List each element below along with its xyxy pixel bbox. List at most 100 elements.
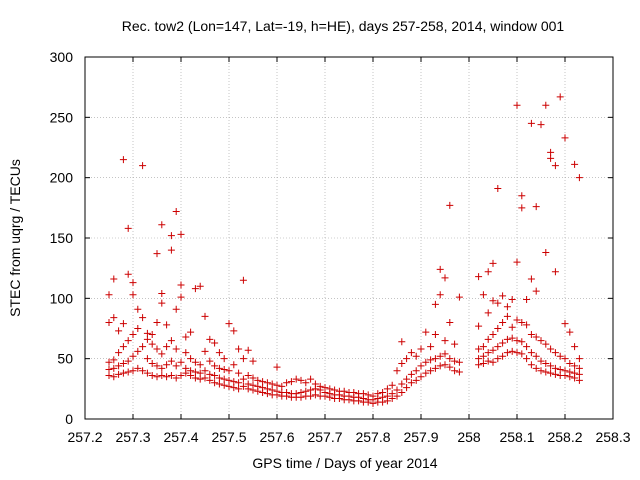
data-point xyxy=(311,380,319,388)
data-point xyxy=(518,318,526,326)
data-point xyxy=(263,379,271,387)
data-point xyxy=(177,293,185,301)
data-point xyxy=(340,387,348,395)
x-tick-label: 258.1 xyxy=(499,429,534,445)
data-point xyxy=(379,388,387,396)
data-point xyxy=(523,321,531,329)
data-point xyxy=(230,378,238,386)
data-point xyxy=(215,380,223,388)
data-point xyxy=(527,331,535,339)
data-point xyxy=(431,364,439,372)
data-point xyxy=(254,376,262,384)
data-point xyxy=(566,368,574,376)
data-point xyxy=(532,203,540,211)
data-point xyxy=(431,300,439,308)
data-point xyxy=(542,248,550,256)
data-point xyxy=(105,358,113,366)
data-point xyxy=(163,373,171,381)
data-point xyxy=(239,355,247,363)
data-point xyxy=(158,221,166,229)
data-point xyxy=(326,385,334,393)
data-point xyxy=(537,121,545,129)
data-point xyxy=(561,320,569,328)
data-point xyxy=(259,378,267,386)
data-point xyxy=(494,299,502,307)
data-point xyxy=(427,356,435,364)
data-point xyxy=(110,314,118,322)
data-point xyxy=(110,364,118,372)
data-point xyxy=(441,337,449,345)
data-point xyxy=(542,368,550,376)
data-point xyxy=(167,232,175,240)
x-tick-label: 257.4 xyxy=(163,429,198,445)
data-point xyxy=(153,362,161,370)
data-point xyxy=(518,350,526,358)
data-point xyxy=(134,364,142,372)
data-point xyxy=(187,367,195,375)
data-point xyxy=(263,385,271,393)
data-point xyxy=(187,328,195,336)
data-point xyxy=(556,93,564,101)
data-point xyxy=(527,349,535,357)
data-point xyxy=(407,370,415,378)
data-point xyxy=(455,358,463,366)
data-point xyxy=(523,355,531,363)
data-point xyxy=(398,359,406,367)
data-point xyxy=(287,378,295,386)
data-point xyxy=(134,305,142,313)
data-point xyxy=(191,374,199,382)
data-point xyxy=(417,362,425,370)
data-point xyxy=(513,349,521,357)
data-point xyxy=(244,380,252,388)
data-point xyxy=(158,364,166,372)
data-point xyxy=(547,369,555,377)
data-point xyxy=(129,352,137,360)
data-point xyxy=(527,275,535,283)
data-point xyxy=(196,369,204,377)
data-point xyxy=(417,345,425,353)
data-point xyxy=(513,101,521,109)
data-point xyxy=(508,347,516,355)
data-point xyxy=(484,335,492,343)
data-point xyxy=(311,391,319,399)
data-point xyxy=(417,373,425,381)
data-point xyxy=(503,335,511,343)
data-point xyxy=(225,376,233,384)
data-point xyxy=(201,312,209,320)
data-point xyxy=(575,355,583,363)
data-point xyxy=(177,372,185,380)
data-point xyxy=(446,355,454,363)
data-point xyxy=(115,362,123,370)
data-point xyxy=(422,358,430,366)
data-point xyxy=(158,372,166,380)
data-point xyxy=(494,355,502,363)
data-point xyxy=(191,285,199,293)
data-point xyxy=(235,369,243,377)
x-tick-label: 258.2 xyxy=(547,429,582,445)
data-point xyxy=(537,367,545,375)
data-point xyxy=(398,380,406,388)
data-point xyxy=(508,296,516,304)
data-point xyxy=(172,345,180,353)
data-point xyxy=(503,349,511,357)
data-point xyxy=(163,343,171,351)
data-point xyxy=(475,273,483,281)
data-point xyxy=(158,290,166,298)
data-point xyxy=(273,363,281,371)
x-axis-label: GPS time / Days of year 2014 xyxy=(252,455,437,471)
data-point xyxy=(230,361,238,369)
data-point xyxy=(220,381,228,389)
data-point xyxy=(556,366,564,374)
data-points xyxy=(105,93,583,407)
y-tick-label: 0 xyxy=(65,411,73,427)
data-point xyxy=(441,350,449,358)
data-point xyxy=(503,303,511,311)
data-point xyxy=(547,148,555,156)
data-point xyxy=(191,358,199,366)
data-point xyxy=(499,352,507,360)
data-point xyxy=(494,343,502,351)
data-point xyxy=(508,323,516,331)
data-point xyxy=(273,387,281,395)
y-tick-label: 100 xyxy=(50,290,74,306)
data-point xyxy=(148,372,156,380)
